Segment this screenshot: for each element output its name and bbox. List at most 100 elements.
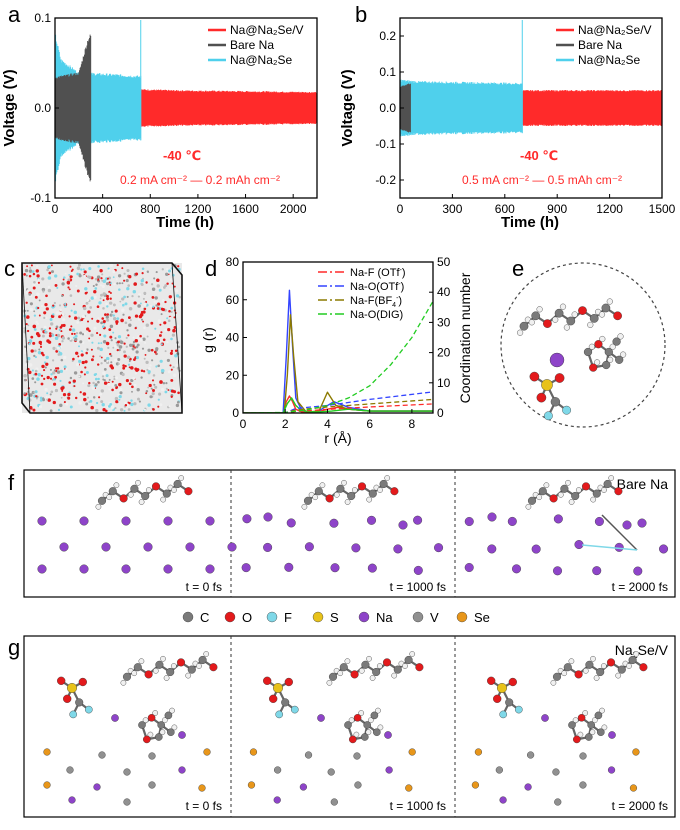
selenium-atom	[408, 748, 416, 756]
xtick-label-a-4: 1600	[232, 202, 259, 216]
sodium-atom	[68, 796, 76, 804]
sodium-atom	[185, 542, 195, 552]
ytick-label-b-4: 0.2	[379, 29, 396, 43]
simulation-box	[21, 262, 183, 414]
oxygen-atom	[589, 363, 598, 372]
hydrogen-atom	[142, 717, 149, 724]
legend-atom-c-marker	[182, 611, 194, 623]
sodium-atom	[111, 714, 119, 722]
panel-letter-f: f	[8, 470, 15, 495]
ytick-label-d-1: 20	[226, 368, 240, 382]
oxygen-atom	[578, 306, 587, 315]
sodium-atom	[178, 766, 186, 774]
legend-atom-se-label: Se	[474, 610, 490, 625]
sodium-atom	[330, 563, 340, 573]
sodium-atom	[608, 731, 616, 739]
selenium-atom	[43, 748, 51, 756]
oxygen-atom	[487, 676, 496, 685]
carbon-atom	[133, 663, 142, 672]
sodium-atom	[79, 564, 89, 574]
carbon-atom	[589, 314, 599, 323]
xtick-label-d-2: 4	[324, 417, 331, 431]
panel-b-xlabel: Time (h)	[501, 214, 559, 231]
sodium-atom	[633, 566, 643, 576]
panel-f-time-2000: t = 2000 fs	[612, 580, 668, 594]
vanadium-atom	[123, 798, 131, 806]
carbon-atom	[336, 484, 345, 493]
hydrogen-atom	[402, 663, 408, 669]
vanadium-atom	[148, 752, 156, 760]
hydrogen-atom	[377, 487, 383, 493]
carbon-atom	[154, 733, 163, 741]
sodium-atom	[637, 518, 647, 528]
sulfur-atom	[66, 683, 77, 694]
sodium-atom	[284, 562, 294, 572]
vanadium-atom	[554, 798, 562, 806]
sodium-atom	[227, 542, 237, 552]
hydrogen-atom	[145, 487, 152, 493]
hydrogen-atom	[348, 717, 355, 724]
hydrogen-atom	[159, 729, 166, 736]
sodium-atom	[37, 564, 47, 574]
panel-d-ylabel: g (r)	[200, 327, 216, 353]
legend-atom-na-label: Na	[376, 610, 393, 625]
panel-e: e	[500, 256, 666, 428]
carbon-atom	[550, 397, 561, 407]
hydrogen-atom	[598, 311, 606, 318]
oxygen-atom	[577, 714, 586, 722]
ytick-label-b-0: -0.2	[375, 173, 396, 187]
oxygen-atom	[147, 714, 156, 722]
carbon-atom	[505, 698, 514, 707]
decomposition-bond	[601, 514, 638, 551]
fluorine-atom	[562, 405, 571, 415]
sodium-atom	[163, 564, 173, 574]
vanadium-atom	[123, 768, 131, 776]
carbon-atom	[531, 311, 541, 321]
hydrogen-atom	[601, 487, 607, 493]
oxygen-atom	[581, 482, 591, 491]
hydrogen-atom	[607, 356, 614, 363]
oxygen-atom	[325, 494, 334, 503]
carbon-atom	[538, 487, 547, 496]
vanadium-atom	[579, 752, 587, 760]
vanadium-atom	[274, 766, 282, 774]
hydrogen-atom	[517, 329, 524, 336]
sodium-atom	[163, 516, 173, 526]
hydrogen-atom	[384, 475, 391, 481]
panel-b-rate: 0.5 mA cm⁻² — 0.5 mAh cm⁻²	[462, 173, 622, 187]
sodium-atom	[384, 731, 392, 739]
hydrogen-atom	[120, 679, 127, 686]
vanadium-atom	[579, 781, 587, 789]
vanadium-atom	[527, 751, 535, 759]
sodium-atom	[464, 517, 474, 527]
carbon-atom	[617, 665, 626, 674]
sulfur-atom	[273, 683, 284, 694]
diglyme-molecule	[550, 651, 648, 686]
carbon-atom	[187, 665, 196, 674]
xtick-label-d-3: 6	[366, 417, 373, 431]
carbon-atom	[164, 711, 173, 720]
hydrogen-atom	[312, 494, 319, 501]
oxygen-atom	[263, 676, 272, 685]
hydrogen-atom	[591, 717, 598, 724]
selenium-atom	[203, 748, 211, 756]
panel-letter-g: g	[8, 635, 20, 660]
legend-d-label-3: Na-O(DIG)	[350, 309, 403, 321]
oxygen-atom	[350, 670, 359, 679]
y2tick-label-d-2: 20	[437, 346, 451, 360]
hydrogen-atom	[550, 679, 557, 686]
carbon-atom	[587, 721, 596, 729]
solvation-sphere	[500, 262, 666, 428]
carbon-atom	[563, 663, 572, 672]
sodium-atom	[499, 796, 507, 804]
y2tick-label-d-1: 10	[437, 376, 451, 390]
ytick-label-d-2: 40	[226, 331, 240, 345]
carbon-atom	[363, 721, 372, 729]
panel-b-series-layer	[400, 20, 662, 137]
oxygen-atom	[269, 694, 278, 703]
hydrogen-atom	[563, 324, 570, 331]
hydrogen-atom	[561, 670, 568, 677]
sodium-atom	[263, 512, 273, 522]
legend-d-label-2: Na-F(BF4-)	[350, 295, 402, 309]
